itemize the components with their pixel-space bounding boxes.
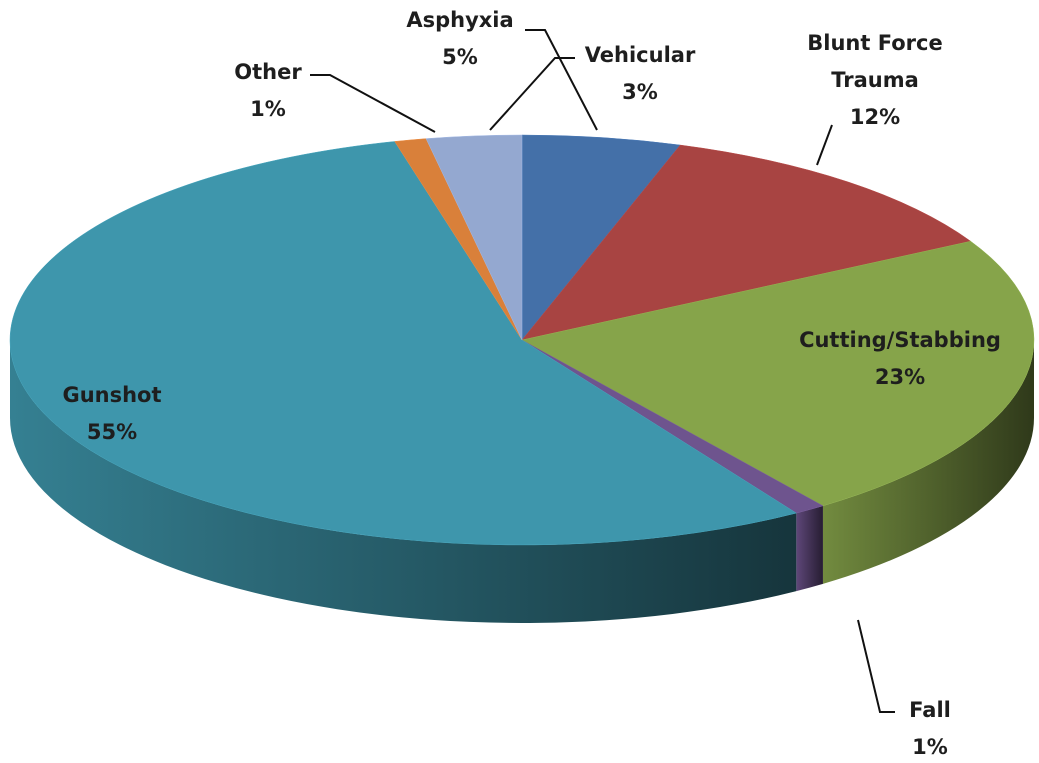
pie-side [796,505,823,592]
leader-line [489,57,575,131]
pie-slice [521,134,681,341]
pie-slice [9,141,797,546]
category-label: Asphyxia [406,8,514,32]
pie-slice [521,240,1035,507]
value-label: 12% [849,105,901,129]
category-label: Gunshot [62,383,162,407]
value-label: 3% [622,80,658,104]
value-label: 55% [86,420,138,444]
leader-line [857,619,895,713]
slice-label: Blunt Force Trauma 12% [775,25,975,136]
category-label: Other [234,60,302,84]
category-label: Cutting/Stabbing [799,328,1001,352]
value-label: 1% [912,735,948,759]
value-label: 5% [442,45,478,69]
slice-label: Vehicular 3% [560,37,720,111]
slice-label: Asphyxia 5% [385,2,535,76]
slice-label: Cutting/Stabbing 23% [760,322,1039,396]
value-label: 1% [250,97,286,121]
category-label: Fall [909,698,951,722]
category-label: Vehicular [584,43,696,67]
leader-line [816,124,833,166]
pie-tops [9,134,1035,546]
pie-side [10,340,797,623]
pie-side [822,340,1034,584]
leader-line [310,74,436,133]
pie-slice [425,134,523,341]
pie-sides [10,340,1034,623]
leader-line [525,29,598,131]
slice-label: Other 1% [208,54,328,128]
category-label: Blunt Force Trauma [807,31,943,92]
pie-slice [521,144,972,341]
slice-label: Fall 1% [870,692,990,763]
value-label: 23% [874,365,926,389]
slice-label: Gunshot 55% [37,377,187,451]
